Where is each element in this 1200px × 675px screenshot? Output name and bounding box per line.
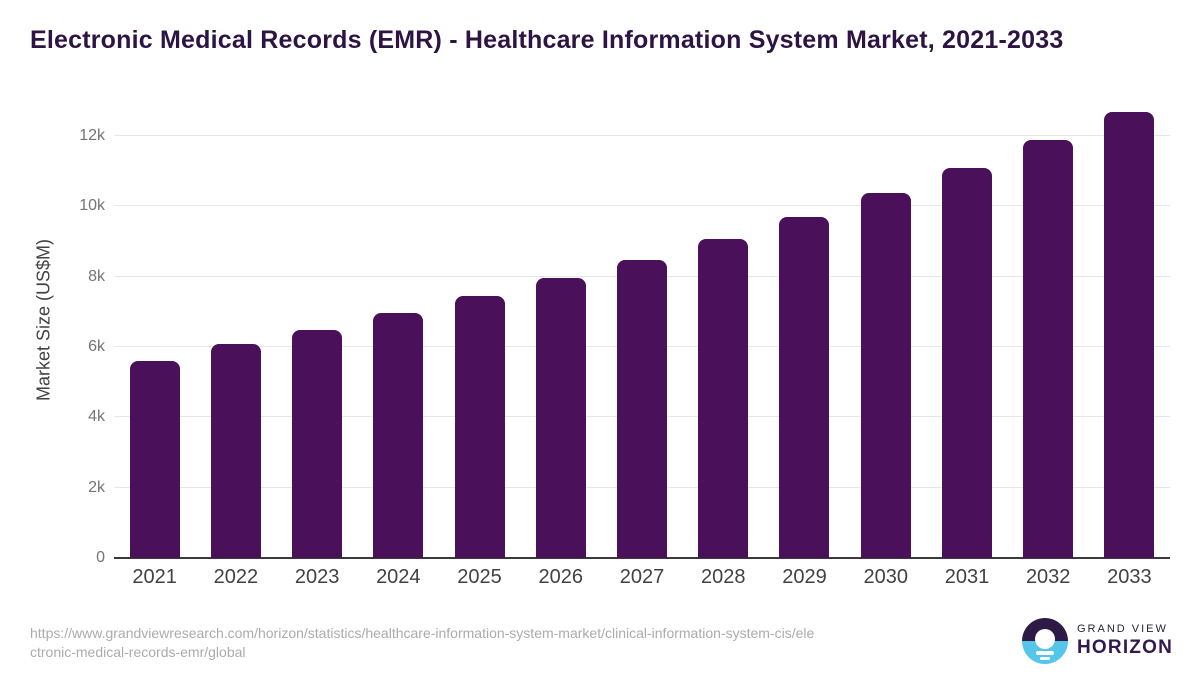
source-url-line2: ctronic-medical-records-emr/global	[30, 644, 246, 660]
ytick-10k: 10k	[79, 197, 105, 215]
source-url: https://www.grandviewresearch.com/horizo…	[30, 624, 814, 662]
bar-slot-2030	[845, 108, 926, 558]
x-axis-line	[114, 557, 1170, 559]
chart-title: Electronic Medical Records (EMR) - Healt…	[30, 26, 1064, 54]
bar-slot-2029	[764, 108, 845, 558]
xtick-2031: 2031	[944, 566, 990, 588]
source-url-line1: https://www.grandviewresearch.com/horizo…	[30, 625, 815, 641]
bar-2021[interactable]	[129, 361, 180, 558]
ytick-4k: 4k	[88, 408, 105, 426]
sun-reflection-bar	[1036, 651, 1054, 655]
xtick-2022: 2022	[213, 566, 259, 588]
sun-reflection-bar	[1040, 657, 1050, 660]
bar-slot-2032	[1008, 108, 1089, 558]
bars-row	[114, 108, 1170, 558]
bar-2028[interactable]	[698, 238, 749, 558]
ytick-0: 0	[96, 549, 105, 566]
xtick-2032: 2032	[1025, 566, 1071, 588]
bar-2032[interactable]	[1023, 140, 1074, 558]
ytick-8k: 8k	[88, 267, 105, 285]
bar-slot-2027	[601, 108, 682, 558]
bar-2030[interactable]	[860, 193, 911, 558]
bar-2022[interactable]	[210, 344, 261, 558]
logo-text: GRAND VIEW HORIZON	[1077, 623, 1173, 659]
ytick-12k: 12k	[79, 127, 105, 145]
plot-area	[114, 108, 1170, 559]
ytick-2k: 2k	[88, 478, 105, 496]
bar-2025[interactable]	[454, 296, 505, 558]
xtick-2024: 2024	[376, 566, 421, 588]
bar-slot-2026	[520, 108, 601, 558]
y-axis-tick-labels: 0 2k 4k 6k 8k 10k 12k	[0, 108, 105, 566]
grandview-horizon-logo: GRAND VIEW HORIZON	[1022, 618, 1173, 664]
bar-slot-2031	[926, 108, 1007, 558]
bar-2031[interactable]	[941, 167, 992, 558]
ytick-6k: 6k	[88, 338, 105, 356]
bar-2024[interactable]	[373, 312, 424, 558]
x-axis-tick-labels: 2021 2022 2023 2024 2025 2026 2027 2028 2029 2030…	[114, 566, 1170, 589]
bar-slot-2022	[195, 108, 276, 558]
xtick-2028: 2028	[701, 566, 746, 588]
xtick-2021: 2021	[132, 566, 177, 588]
bar-slot-2024	[358, 108, 439, 558]
xtick-2029: 2029	[782, 566, 827, 588]
bar-2029[interactable]	[779, 216, 830, 558]
xtick-2026: 2026	[538, 566, 584, 588]
bar-slot-2021	[114, 108, 195, 558]
logo-grand-view-label: GRAND VIEW	[1077, 623, 1168, 635]
gridline-10k	[114, 205, 1170, 207]
sunset-horizon-icon	[1022, 618, 1068, 664]
bar-slot-2033	[1089, 108, 1170, 558]
bar-slot-2028	[683, 108, 764, 558]
bar-2023[interactable]	[292, 329, 343, 558]
bar-slot-2023	[276, 108, 357, 558]
xtick-2033: 2033	[1107, 566, 1152, 588]
logo-horizon-label: HORIZON	[1077, 637, 1174, 658]
xtick-2027: 2027	[619, 566, 665, 588]
bar-2033[interactable]	[1104, 111, 1155, 558]
bar-2027[interactable]	[617, 259, 668, 558]
xtick-2030: 2030	[863, 566, 908, 588]
sun-glyph	[1035, 629, 1055, 649]
xtick-2023: 2023	[294, 566, 340, 588]
bar-slot-2025	[439, 108, 520, 558]
gridline-12k	[114, 135, 1170, 137]
xtick-2025: 2025	[457, 566, 502, 588]
bar-2026[interactable]	[535, 277, 586, 558]
